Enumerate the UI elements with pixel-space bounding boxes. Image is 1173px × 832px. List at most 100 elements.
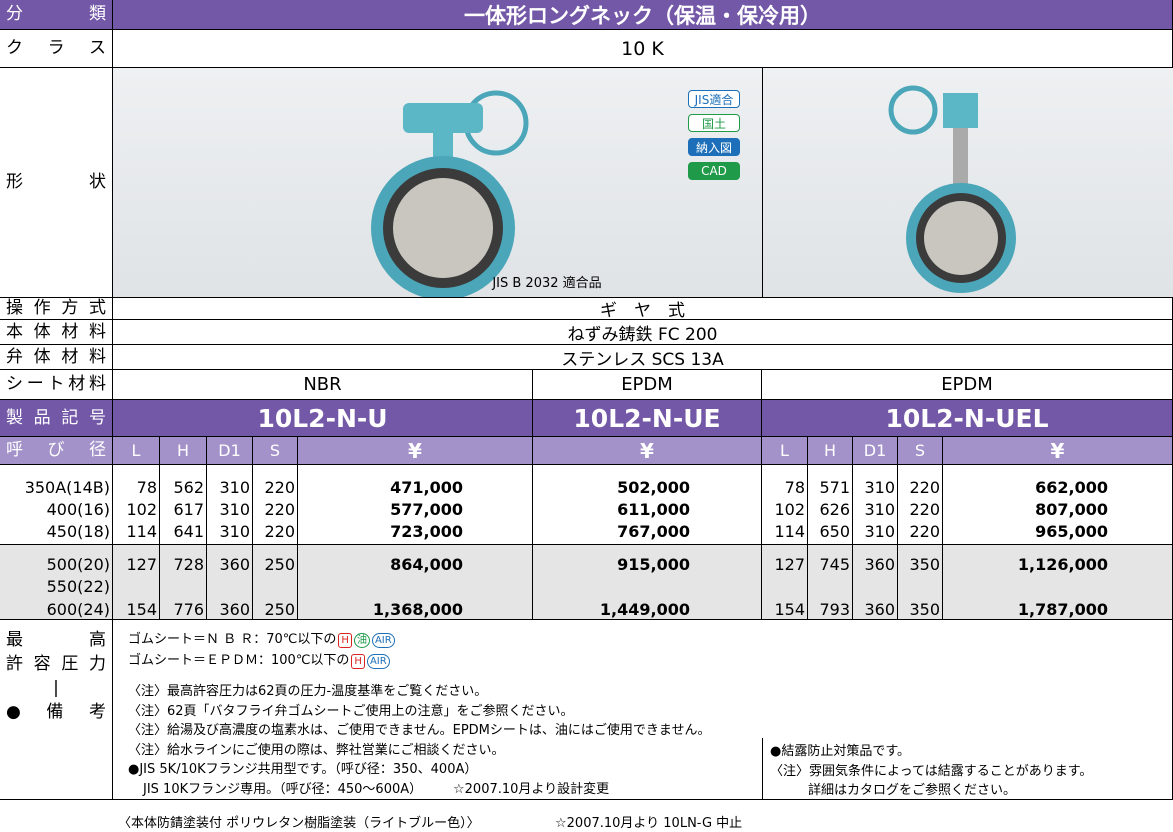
- pressure-text: ゴムシート＝Ｎ Ｂ Ｒ：70℃以下の: [128, 632, 337, 647]
- dimension: 220: [264, 499, 295, 519]
- dimension: 626: [819, 499, 850, 519]
- column-head: D1: [207, 437, 253, 465]
- row-label: 呼び径: [0, 437, 113, 465]
- size: 550(22): [46, 576, 110, 596]
- row-band: [0, 545, 1173, 620]
- row-label: 分類: [0, 0, 113, 30]
- pressure-line: ゴムシート＝ＥＰＤＭ：100℃以下の H AIR: [128, 649, 728, 669]
- row-label: シート材料: [0, 370, 113, 400]
- row-label: クラス: [0, 30, 113, 68]
- pressure-icon: AIR: [371, 633, 395, 648]
- seat-value: EPDM: [762, 370, 1173, 400]
- dimension: 728: [173, 554, 204, 574]
- column-head: H: [160, 437, 207, 465]
- valve-image: [888, 85, 1016, 293]
- note-line: 〈注〉給水ラインにご使用の際は、弊社営業にご相談ください。: [128, 742, 505, 758]
- col-line: [112, 465, 113, 620]
- size: 600(24): [46, 599, 110, 619]
- row-label: 形状: [0, 68, 113, 298]
- dimension: 114: [126, 521, 157, 541]
- row-label: 製品記号: [0, 400, 113, 437]
- dimension: 776: [173, 599, 204, 619]
- badge: 納入図: [688, 138, 740, 156]
- badge: CAD: [688, 162, 740, 180]
- footer-note: ☆2007.10月より 10LN-G 中止: [555, 816, 743, 831]
- note-star: ☆2007.10月より設計変更: [453, 782, 610, 797]
- price: 1,449,000: [599, 599, 690, 619]
- col-line: [761, 465, 762, 620]
- price: 1,787,000: [1017, 599, 1108, 619]
- note-right: 詳細はカタログをご参照ください。: [808, 783, 1017, 798]
- column-head: H: [808, 437, 853, 465]
- col-line: [252, 465, 253, 620]
- dimension: 154: [774, 599, 805, 619]
- note-right: ●結露防止対策品です。: [770, 744, 911, 759]
- dimension: 220: [909, 477, 940, 497]
- dimension: 562: [173, 477, 204, 497]
- badge: JIS適合: [688, 90, 740, 108]
- dimension: 650: [819, 521, 850, 541]
- dimension: 310: [219, 499, 250, 519]
- column-head: L: [762, 437, 808, 465]
- notes-label: |: [53, 678, 59, 698]
- col-line: [807, 465, 808, 620]
- notes-label: 許容圧力: [6, 654, 106, 674]
- note-line: 〈注〉62頁「バタフライ弁ゴムシートご使用上の注意」をご参照ください。: [128, 703, 574, 719]
- price: 767,000: [617, 521, 690, 541]
- size: 350A(14B): [24, 477, 110, 497]
- price: 611,000: [617, 499, 690, 519]
- pressure-icon: 油: [353, 633, 370, 648]
- dimension: 793: [819, 599, 850, 619]
- image-divider: [762, 68, 763, 298]
- column-head: L: [113, 437, 160, 465]
- seat-value: NBR: [113, 370, 533, 400]
- dimension: 102: [126, 499, 157, 519]
- dimension: 360: [219, 599, 250, 619]
- size: 400(16): [46, 499, 110, 519]
- size: 500(20): [46, 554, 110, 574]
- note-line: 〈注〉給湯及び高濃度の塩素水は、ご使用できません。EPDMシートは、油にはご使用…: [128, 723, 711, 738]
- notes-divider: [112, 620, 113, 800]
- dimension: 250: [264, 599, 295, 619]
- col-line: [532, 465, 533, 620]
- price: 864,000: [390, 554, 463, 574]
- size: 450(18): [46, 521, 110, 541]
- dimension: 745: [819, 554, 850, 574]
- price: 915,000: [617, 554, 690, 574]
- dimension: 127: [126, 554, 157, 574]
- row-label: 操作方式: [0, 298, 113, 320]
- pressure-line: ゴムシート＝Ｎ Ｂ Ｒ：70℃以下の H 油 AIR: [128, 628, 728, 648]
- dimension: 220: [909, 499, 940, 519]
- price: 1,126,000: [1017, 554, 1108, 574]
- price: 502,000: [617, 477, 690, 497]
- price: 723,000: [390, 521, 463, 541]
- notes-divider: [762, 738, 763, 800]
- model-code: 10L2-N-UEL: [762, 400, 1173, 437]
- image-right: [763, 68, 1173, 298]
- valve-image: [371, 90, 529, 300]
- badge: 国土: [688, 114, 740, 132]
- model-code: 10L2-N-U: [113, 400, 533, 437]
- model-code: 10L2-N-UE: [533, 400, 762, 437]
- price: 662,000: [1035, 477, 1108, 497]
- price: 965,000: [1035, 521, 1108, 541]
- dimension: 641: [173, 521, 204, 541]
- dimension: 571: [819, 477, 850, 497]
- dimension: 310: [864, 521, 895, 541]
- dimension: 350: [909, 599, 940, 619]
- seat-value: EPDM: [533, 370, 762, 400]
- col-line: [206, 465, 207, 620]
- price: 807,000: [1035, 499, 1108, 519]
- image-left: [113, 68, 762, 300]
- dimension: 310: [219, 477, 250, 497]
- dimension: 250: [264, 554, 295, 574]
- pressure-text: ゴムシート＝ＥＰＤＭ：100℃以下の: [128, 653, 350, 668]
- spec-value: ねずみ鋳鉄 FC 200: [113, 320, 1173, 345]
- dimension: 78: [784, 477, 805, 497]
- column-head: ¥: [533, 437, 762, 465]
- dimension: 310: [864, 499, 895, 519]
- dimension: 78: [136, 477, 157, 497]
- row-label: 弁体材料: [0, 345, 113, 370]
- dimension: 360: [864, 599, 895, 619]
